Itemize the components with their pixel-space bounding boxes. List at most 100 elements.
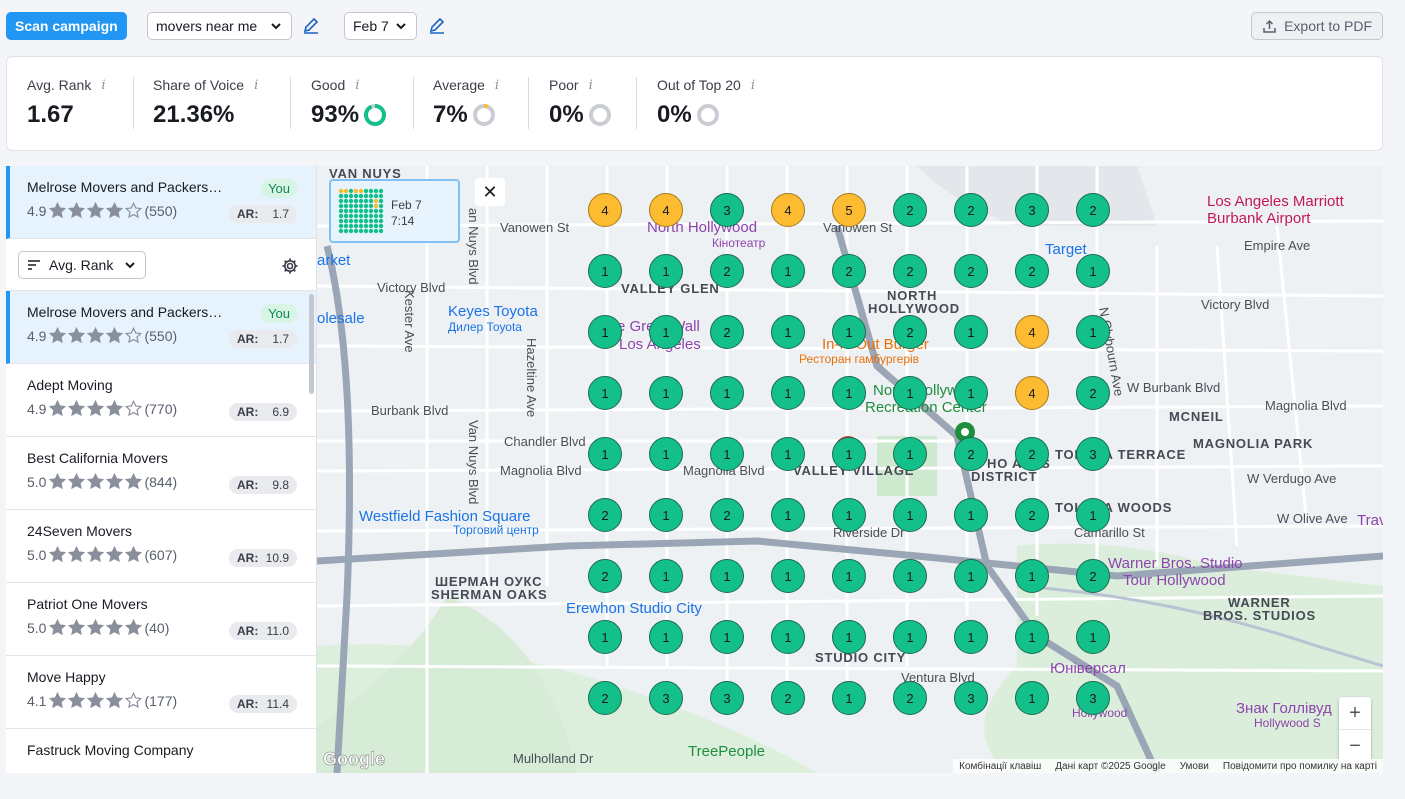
rank-dot[interactable]: 3 — [710, 681, 744, 715]
keyboard-shortcuts-link[interactable]: Комбінації клавіш — [959, 760, 1042, 772]
rank-dot[interactable]: 2 — [1076, 559, 1110, 593]
rank-dot[interactable]: 1 — [588, 376, 622, 410]
rank-dot[interactable]: 1 — [1076, 498, 1110, 532]
rank-dot[interactable]: 1 — [771, 437, 805, 471]
rank-dot[interactable]: 4 — [771, 193, 805, 227]
rank-dot[interactable]: 2 — [1076, 193, 1110, 227]
rank-dot[interactable]: 1 — [1076, 254, 1110, 288]
terms-link[interactable]: Умови — [1179, 760, 1209, 772]
rank-dot[interactable]: 1 — [954, 315, 988, 349]
business-item[interactable]: Fastruck Moving Company — [6, 729, 316, 773]
rank-dot[interactable]: 1 — [649, 559, 683, 593]
rank-dot[interactable]: 1 — [954, 498, 988, 532]
rank-dot[interactable]: 1 — [893, 376, 927, 410]
rank-dot[interactable]: 1 — [588, 254, 622, 288]
edit-date-icon[interactable] — [428, 17, 446, 35]
rank-dot[interactable]: 1 — [1015, 681, 1049, 715]
rank-dot[interactable]: 2 — [893, 315, 927, 349]
rank-dot[interactable]: 2 — [832, 254, 866, 288]
business-item[interactable]: Move Happy 4.1 (177) AR: 11.4 — [6, 656, 316, 729]
rank-dot[interactable]: 1 — [771, 315, 805, 349]
rank-dot[interactable]: 1 — [649, 254, 683, 288]
rank-dot[interactable]: 2 — [588, 559, 622, 593]
rank-dot[interactable]: 1 — [1076, 315, 1110, 349]
zoom-in-button[interactable]: + — [1339, 697, 1371, 730]
rank-dot[interactable]: 2 — [893, 681, 927, 715]
rank-dot[interactable]: 1 — [1015, 620, 1049, 654]
close-button[interactable]: ✕ — [475, 178, 505, 206]
rank-dot[interactable]: 1 — [832, 681, 866, 715]
rank-dot[interactable]: 5 — [832, 193, 866, 227]
rank-dot[interactable]: 1 — [771, 376, 805, 410]
edit-keyword-icon[interactable] — [302, 17, 320, 35]
scrollbar[interactable] — [309, 294, 314, 394]
rank-dot[interactable]: 1 — [649, 620, 683, 654]
rank-dot[interactable]: 2 — [710, 254, 744, 288]
gear-icon[interactable] — [281, 257, 299, 275]
rank-dot[interactable]: 1 — [893, 498, 927, 532]
rank-dot[interactable]: 2 — [1076, 376, 1110, 410]
rank-dot[interactable]: 1 — [954, 620, 988, 654]
rank-dot[interactable]: 1 — [893, 559, 927, 593]
rank-dot[interactable]: 1 — [1076, 620, 1110, 654]
rank-dot[interactable]: 1 — [710, 620, 744, 654]
rank-dot[interactable]: 1 — [710, 437, 744, 471]
rank-dot[interactable]: 1 — [893, 620, 927, 654]
rank-dot[interactable]: 1 — [771, 254, 805, 288]
date-select[interactable]: Feb 7 — [344, 12, 417, 40]
business-item[interactable]: Melrose Movers and Packers… 4.9 (550) You AR… — [6, 291, 316, 364]
rank-dot[interactable]: 1 — [771, 620, 805, 654]
rank-dot[interactable]: 4 — [649, 193, 683, 227]
rank-dot[interactable]: 1 — [649, 437, 683, 471]
report-error-link[interactable]: Повідомити про помилку на карті — [1222, 760, 1377, 772]
rank-dot[interactable]: 2 — [1015, 498, 1049, 532]
business-item[interactable]: Adept Moving 4.9 (770) AR: 6.9 — [6, 364, 316, 437]
export-pdf-button[interactable]: Export to PDF — [1251, 12, 1383, 40]
business-item[interactable]: 24Seven Movers 5.0 (607) AR: 10.9 — [6, 510, 316, 583]
rank-dot[interactable]: 1 — [954, 376, 988, 410]
rank-dot[interactable]: 1 — [771, 498, 805, 532]
info-icon[interactable]: i — [355, 77, 360, 93]
rank-dot[interactable]: 2 — [710, 315, 744, 349]
rank-dot[interactable]: 1 — [832, 620, 866, 654]
rank-dot[interactable]: 3 — [1076, 681, 1110, 715]
rank-dot[interactable]: 4 — [1015, 376, 1049, 410]
zoom-out-button[interactable]: − — [1349, 735, 1361, 757]
info-icon[interactable]: i — [750, 77, 755, 93]
scan-campaign-button[interactable]: Scan campaign — [6, 12, 127, 40]
rank-dot[interactable]: 2 — [893, 193, 927, 227]
rank-dot[interactable]: 1 — [832, 559, 866, 593]
rank-dot[interactable]: 1 — [832, 498, 866, 532]
rank-dot[interactable]: 1 — [649, 498, 683, 532]
rank-dot[interactable]: 1 — [832, 437, 866, 471]
keyword-select[interactable]: movers near me — [147, 12, 292, 40]
rank-dot[interactable]: 2 — [1015, 254, 1049, 288]
rank-dot[interactable]: 1 — [832, 315, 866, 349]
info-icon[interactable]: i — [494, 77, 500, 93]
rank-dot[interactable]: 4 — [1015, 315, 1049, 349]
rank-dot[interactable]: 1 — [893, 437, 927, 471]
rank-dot[interactable]: 1 — [588, 620, 622, 654]
rank-dot[interactable]: 2 — [710, 498, 744, 532]
rank-dot[interactable]: 3 — [954, 681, 988, 715]
rank-dot[interactable]: 2 — [771, 681, 805, 715]
rank-dot[interactable]: 2 — [893, 254, 927, 288]
business-item[interactable]: Best California Movers 5.0 (844) AR: 9.8 — [6, 437, 316, 510]
pinned-business[interactable]: Melrose Movers and Packers… 4.9 (550) You… — [6, 166, 316, 239]
rank-dot[interactable]: 2 — [588, 681, 622, 715]
rank-dot[interactable]: 1 — [588, 437, 622, 471]
rank-dot[interactable]: 2 — [588, 498, 622, 532]
rank-dot[interactable]: 4 — [588, 193, 622, 227]
rank-dot[interactable]: 1 — [710, 376, 744, 410]
rank-dot[interactable]: 1 — [771, 559, 805, 593]
info-icon[interactable]: i — [588, 77, 593, 93]
rank-dot[interactable]: 3 — [1015, 193, 1049, 227]
rank-dot[interactable]: 1 — [649, 376, 683, 410]
rank-dot[interactable]: 3 — [710, 193, 744, 227]
rank-dot[interactable]: 1 — [832, 376, 866, 410]
rank-dot[interactable]: 1 — [710, 559, 744, 593]
rank-dot[interactable]: 3 — [649, 681, 683, 715]
business-item[interactable]: Patriot One Movers 5.0 (40) AR: 11.0 — [6, 583, 316, 656]
rank-dot[interactable]: 2 — [1015, 437, 1049, 471]
rank-dot[interactable]: 3 — [1076, 437, 1110, 471]
